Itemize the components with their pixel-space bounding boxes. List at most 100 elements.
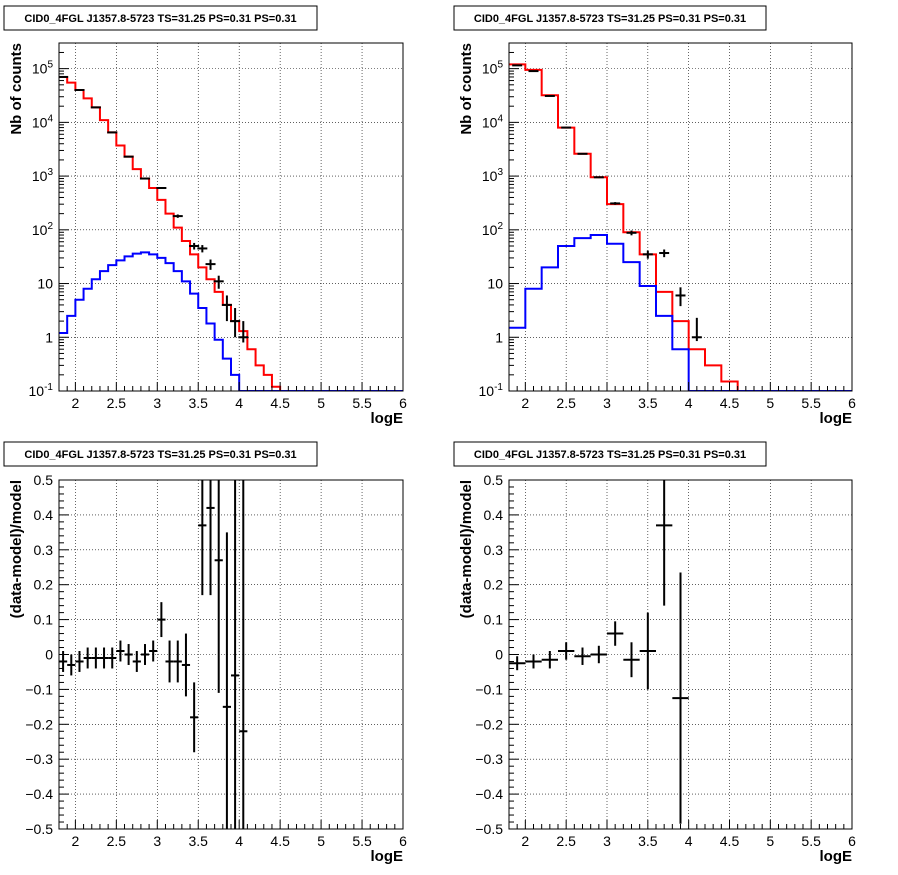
y-tick-label: −0.1: [475, 681, 503, 697]
y-tick-exponent: 2: [497, 221, 503, 232]
y-tick-label: −0.5: [25, 821, 53, 837]
x-axis-label: logE: [820, 410, 853, 427]
y-tick-label: 1: [45, 329, 53, 345]
y-tick-label: −0.3: [25, 751, 53, 767]
y-tick-base: 10: [32, 222, 48, 238]
x-tick-label: 5: [317, 395, 325, 411]
y-tick-base: 10: [32, 114, 48, 130]
x-tick-label: 4: [685, 395, 693, 411]
x-tick-label: 3: [153, 395, 161, 411]
x-tick-label: 5: [766, 395, 774, 411]
x-tick-label: 6: [848, 395, 856, 411]
x-tick-label: 4: [235, 833, 243, 849]
x-tick-label: 4.5: [270, 395, 290, 411]
x-tick-label: 3: [603, 833, 611, 849]
x-tick-label: 4.5: [720, 395, 740, 411]
x-tick-label: 5: [317, 833, 325, 849]
y-tick-base: 10: [482, 168, 498, 184]
plot-area: [59, 75, 403, 391]
plot-frame: [58, 42, 404, 392]
y-tick-exponent: 4: [47, 113, 53, 124]
y-tick-label: −0.2: [475, 716, 503, 732]
y-tick-label: 0: [495, 647, 503, 663]
title-box: [453, 441, 767, 467]
y-tick-label: −0.1: [25, 681, 53, 697]
y-tick-base: 10: [482, 114, 498, 130]
y-tick-label: 10: [37, 276, 53, 292]
y-tick-label: −0.4: [25, 786, 53, 802]
y-tick-exponent: -1: [44, 382, 53, 393]
x-axis-label: logE: [820, 848, 853, 865]
plot-area: [59, 480, 248, 829]
y-tick-label: 10-1: [479, 382, 504, 399]
x-tick-label: 5.5: [801, 833, 821, 849]
chart-title: CID0_4FGL J1357.8-5723 TS=31.25 PS=0.31 …: [24, 449, 296, 461]
y-tick-exponent: 4: [497, 113, 503, 124]
y-tick-label: 10-1: [29, 382, 54, 399]
y-axis-label: Nb of counts: [458, 43, 475, 135]
plot-frame: [508, 42, 853, 392]
y-tick-base: 10: [482, 61, 498, 77]
x-tick-label: 2: [71, 833, 79, 849]
x-tick-label: 5.5: [352, 395, 372, 411]
x-axis-label: logE: [371, 848, 404, 865]
y-tick-base: 10: [32, 61, 48, 77]
y-tick-label: 0.3: [34, 542, 54, 558]
y-axis-label: Nb of counts: [8, 43, 25, 135]
chart-panel-3: CID0_4FGL J1357.8-5723 TS=31.25 PS=0.31 …: [3, 441, 407, 865]
y-axis-label: (data-model)/model: [8, 480, 25, 618]
x-tick-label: 3: [603, 395, 611, 411]
y-tick-label: 103: [32, 167, 54, 184]
y-tick-base: 10: [479, 383, 495, 399]
y-tick-base: 10: [482, 222, 498, 238]
y-tick-label: 0.5: [484, 472, 504, 488]
x-tick-label: 2.5: [107, 833, 127, 849]
x-tick-label: 3.5: [189, 395, 209, 411]
x-tick-label: 2.5: [556, 833, 576, 849]
x-tick-label: 4.5: [270, 833, 290, 849]
y-tick-label: 102: [32, 221, 54, 238]
step-series-1: [509, 63, 852, 391]
y-tick-label: −0.2: [25, 716, 53, 732]
y-tick-exponent: 3: [497, 167, 503, 178]
y-tick-label: 104: [482, 113, 504, 130]
x-tick-label: 3.5: [638, 395, 658, 411]
chart-title: CID0_4FGL J1357.8-5723 TS=31.25 PS=0.31 …: [24, 13, 296, 25]
y-tick-label: 1: [495, 329, 503, 345]
y-tick-label: 0.1: [34, 612, 54, 628]
y-tick-exponent: 3: [47, 167, 53, 178]
x-tick-label: 2: [521, 833, 529, 849]
step-series-1: [59, 75, 403, 391]
chart-panel-2: CID0_4FGL J1357.8-5723 TS=31.25 PS=0.31 …: [453, 5, 856, 427]
x-tick-label: 6: [399, 395, 407, 411]
step-series-2: [509, 234, 852, 391]
plot-area: [509, 63, 852, 391]
x-axis-label: logE: [371, 410, 404, 427]
x-tick-label: 2.5: [556, 395, 576, 411]
x-tick-label: 5: [766, 833, 774, 849]
x-tick-label: 4.5: [720, 833, 740, 849]
step-series-2: [59, 251, 403, 391]
y-tick-label: −0.4: [475, 786, 503, 802]
y-tick-base: 10: [29, 383, 45, 399]
y-tick-label: 104: [32, 113, 54, 130]
y-tick-label: −0.3: [475, 751, 503, 767]
x-tick-label: 3: [153, 833, 161, 849]
x-tick-label: 6: [399, 833, 407, 849]
x-tick-label: 5.5: [801, 395, 821, 411]
y-tick-base: 10: [32, 168, 48, 184]
y-tick-label: 0.1: [484, 612, 504, 628]
y-tick-label: 0.3: [484, 542, 504, 558]
y-tick-label: 103: [482, 167, 504, 184]
chart-panel-4: CID0_4FGL J1357.8-5723 TS=31.25 PS=0.31 …: [453, 441, 856, 865]
x-tick-label: 6: [848, 833, 856, 849]
y-tick-label: 0: [45, 647, 53, 663]
x-tick-label: 3.5: [189, 833, 209, 849]
plot-area: [509, 480, 689, 824]
chart-title: CID0_4FGL J1357.8-5723 TS=31.25 PS=0.31 …: [474, 13, 746, 25]
y-tick-label: 105: [482, 60, 504, 77]
title-box: [3, 441, 318, 467]
y-tick-label: 0.4: [484, 507, 504, 523]
x-tick-label: 2: [71, 395, 79, 411]
